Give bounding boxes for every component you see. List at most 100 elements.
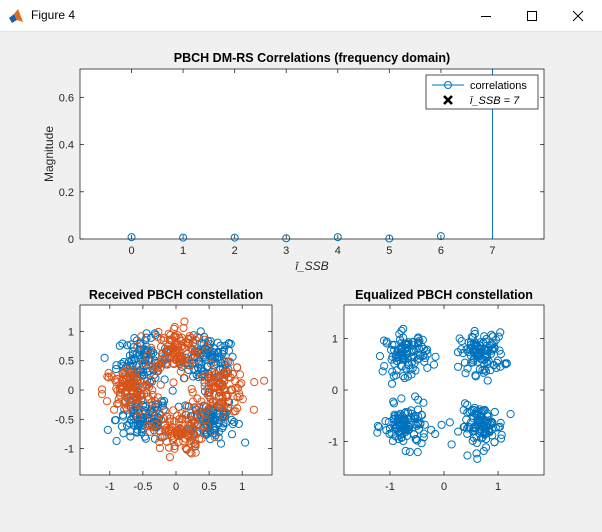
data-point <box>165 424 174 433</box>
data-point <box>112 436 121 446</box>
data-point <box>180 374 189 383</box>
data-point <box>413 355 422 364</box>
data-point <box>389 371 398 381</box>
data-point <box>155 444 164 453</box>
data-point <box>187 384 196 394</box>
data-point <box>168 348 178 357</box>
data-point <box>170 441 179 451</box>
data-point <box>146 422 155 431</box>
data-point <box>132 392 141 401</box>
data-point <box>224 346 234 355</box>
data-point <box>160 375 169 384</box>
legend-entry: correlations <box>470 80 527 92</box>
data-point <box>122 403 131 412</box>
data-point <box>122 388 131 397</box>
data-point <box>398 350 407 360</box>
data-point <box>222 367 231 376</box>
data-point <box>146 333 156 342</box>
data-point <box>390 340 399 349</box>
data-point <box>188 346 197 355</box>
y-tick-label: 0.2 <box>59 187 74 199</box>
x-tick-label: 0 <box>441 481 447 493</box>
data-point <box>496 434 506 443</box>
data-point <box>142 342 151 351</box>
data-point <box>423 345 432 354</box>
data-point <box>163 428 173 437</box>
data-point <box>222 390 231 400</box>
x-tick-label: 6 <box>438 245 444 257</box>
data-point <box>472 351 481 360</box>
legend-marker <box>444 81 452 89</box>
data-point <box>133 342 142 351</box>
data-point <box>227 415 236 425</box>
data-point <box>497 430 506 440</box>
data-point <box>184 420 193 429</box>
data-point <box>110 416 120 425</box>
data-point <box>419 433 428 442</box>
data-point <box>228 352 237 362</box>
data-point <box>411 392 420 401</box>
data-point <box>496 328 505 337</box>
data-point <box>401 446 410 456</box>
data-point <box>135 407 144 416</box>
minimize-button[interactable] <box>463 0 509 31</box>
data-point <box>184 360 193 370</box>
data-point <box>168 436 178 445</box>
data-point <box>176 367 185 376</box>
data-point <box>427 425 436 434</box>
data-point <box>178 414 187 423</box>
maximize-button[interactable] <box>509 0 555 31</box>
data-point <box>123 341 132 350</box>
data-point <box>182 445 191 454</box>
data-point <box>177 336 186 346</box>
data-point <box>164 443 174 452</box>
data-point <box>409 429 419 439</box>
data-point <box>237 379 246 388</box>
axes-border <box>343 304 545 476</box>
data-point <box>495 346 504 355</box>
data-point <box>146 343 156 352</box>
data-point <box>480 427 489 436</box>
figure-canvas[interactable]: 0 1 2 3 4 5 6 7 0 0.2 0.4 0.6 PBCH DM-RS Correlation… <box>0 32 602 532</box>
data-point <box>103 372 112 381</box>
data-point <box>486 349 496 359</box>
data-point <box>124 401 133 410</box>
data-point <box>490 437 499 447</box>
window-title: Figure 4 <box>31 8 76 22</box>
data-point <box>170 444 179 453</box>
data-point <box>399 324 408 333</box>
data-point <box>393 421 402 430</box>
data-point <box>185 429 194 438</box>
data-point <box>226 357 235 367</box>
x-tick-label: 1 <box>180 245 186 257</box>
data-point <box>413 448 422 457</box>
data-point <box>229 417 239 427</box>
axes-border <box>79 304 273 476</box>
data-point <box>388 340 397 350</box>
data-point <box>477 416 486 426</box>
data-point <box>462 415 471 424</box>
data-point <box>123 382 132 392</box>
data-point <box>395 335 405 344</box>
data-point <box>131 370 140 379</box>
data-point <box>453 362 463 371</box>
data-point <box>387 379 397 388</box>
data-point <box>250 378 259 387</box>
data-point <box>201 415 210 424</box>
data-point <box>380 362 389 371</box>
close-button[interactable] <box>555 0 601 31</box>
close-icon <box>572 10 584 21</box>
data-point <box>100 353 109 362</box>
data-point <box>411 412 420 421</box>
data-point <box>162 437 171 446</box>
data-point <box>152 367 162 376</box>
data-point <box>117 422 127 431</box>
data-point <box>208 382 218 392</box>
data-point <box>473 454 482 463</box>
data-point <box>139 358 148 367</box>
data-point <box>472 411 482 420</box>
data-point <box>187 351 196 360</box>
data-point <box>463 364 472 373</box>
y-tick-label: -1 <box>328 437 338 449</box>
data-point <box>406 406 416 415</box>
